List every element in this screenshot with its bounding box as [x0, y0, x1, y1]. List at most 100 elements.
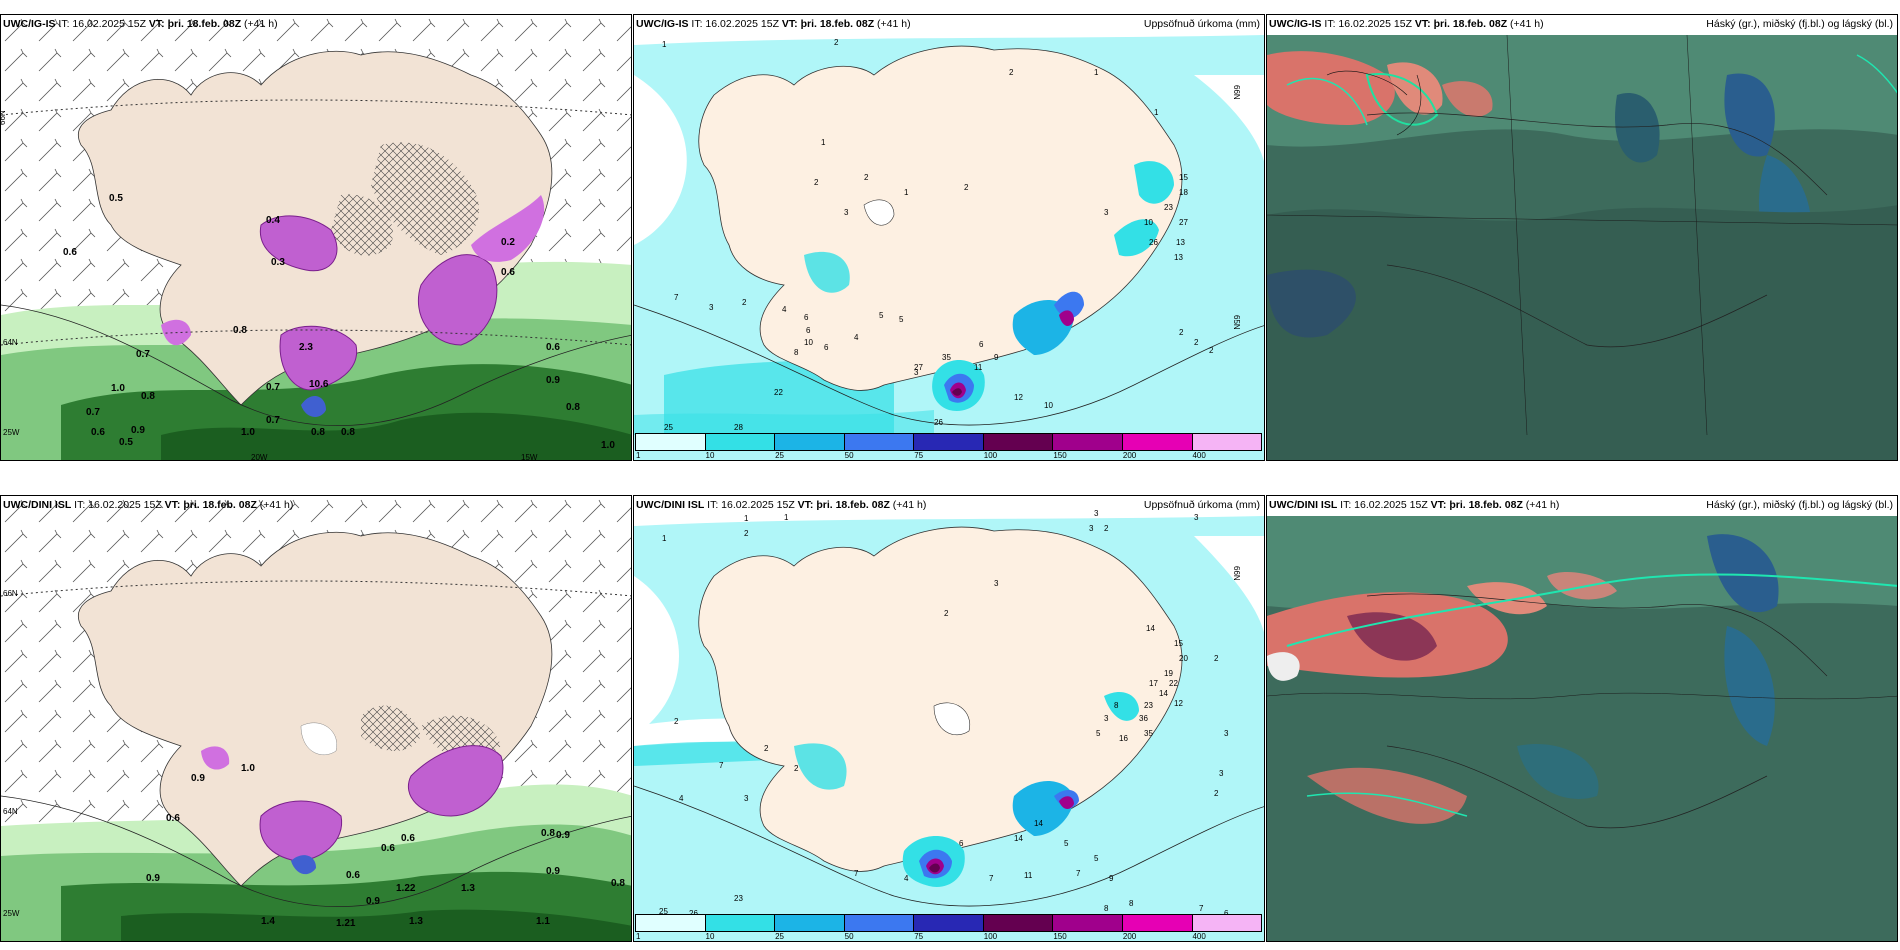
svg-text:1.1: 1.1: [536, 916, 550, 927]
svg-text:19: 19: [1164, 669, 1173, 678]
panel-field-title: Uppsöfnuð úrkoma (mm): [1143, 18, 1260, 30]
lat-label: 66N: [1, 110, 7, 125]
colorbar-swatch: [843, 914, 915, 932]
colorbar-swatch: [774, 433, 845, 451]
svg-text:7: 7: [989, 874, 994, 883]
svg-text:8: 8: [1114, 701, 1119, 710]
value-label: 0.8: [566, 402, 580, 413]
svg-text:1: 1: [1154, 108, 1159, 117]
svg-text:2: 2: [834, 38, 839, 47]
svg-text:0.8: 0.8: [541, 828, 555, 839]
svg-text:2: 2: [814, 178, 819, 187]
panel-dini-clouds: UWC/DINI ISL IT: 16.02.2025 15Z VT: þri.…: [1266, 495, 1898, 942]
value-label: 0.8: [233, 325, 247, 336]
svg-text:14: 14: [1014, 834, 1023, 843]
svg-text:5: 5: [1094, 854, 1099, 863]
lat-label: 66N: [1232, 566, 1241, 581]
colorbar-tick-label: 10: [705, 932, 715, 941]
lon-label: 25W: [3, 428, 20, 437]
svg-text:7: 7: [854, 869, 859, 878]
colorbar-tick-label: 150: [1053, 451, 1067, 460]
value-label: 0.8: [141, 391, 155, 402]
lat-label: 66N: [1232, 85, 1241, 100]
value-label: 0.5: [119, 437, 133, 448]
svg-text:35: 35: [1144, 729, 1153, 738]
svg-text:12: 12: [1014, 393, 1023, 402]
svg-text:26: 26: [1149, 238, 1158, 247]
svg-text:3: 3: [1194, 513, 1199, 522]
svg-text:5: 5: [1096, 729, 1101, 738]
colorbar-swatch: [1052, 433, 1123, 451]
svg-text:25: 25: [664, 423, 673, 432]
svg-text:27: 27: [1179, 218, 1188, 227]
svg-text:9: 9: [1109, 874, 1114, 883]
colorbar-tick-label: 25: [775, 451, 785, 460]
value-label: 0.4: [266, 215, 280, 226]
colorbar-tick-label: 1: [636, 932, 641, 941]
svg-text:1: 1: [662, 534, 667, 543]
svg-text:2: 2: [1209, 346, 1214, 355]
svg-text:17: 17: [1149, 679, 1158, 688]
value-label: 0.7: [266, 415, 280, 426]
svg-text:25: 25: [659, 907, 668, 916]
svg-text:3: 3: [1104, 208, 1109, 217]
lat-label: 65N: [1232, 315, 1241, 330]
svg-text:3: 3: [1089, 524, 1094, 533]
svg-text:23: 23: [734, 894, 743, 903]
svg-text:3: 3: [1104, 714, 1109, 723]
colorbar-swatch: [1121, 914, 1193, 932]
map-wind-precip: 66N 64N 20W 15W 25W 0.5 0.6 0.7 0.8 1.0 …: [1, 15, 631, 461]
value-label: 0.7: [266, 382, 280, 393]
svg-text:2: 2: [1179, 328, 1184, 337]
svg-text:1.22: 1.22: [396, 883, 416, 894]
svg-text:0.6: 0.6: [166, 813, 180, 824]
colorbar-swatch: [1121, 433, 1193, 451]
svg-text:5: 5: [879, 311, 884, 320]
panel-igis-accum-precip: UWC/IG-IS IT: 16.02.2025 15Z VT: þri. 18…: [633, 14, 1265, 461]
panel-header: UWC/IG-IS IT: 16.02.2025 15Z VT: þri. 18…: [3, 18, 278, 30]
lat-label: 64N: [3, 807, 18, 816]
panel-header: UWC/DINI ISL IT: 16.02.2025 15Z VT: þri.…: [1269, 499, 1893, 511]
value-label: 1.0: [601, 440, 615, 451]
svg-text:0.6: 0.6: [381, 843, 395, 854]
svg-text:7: 7: [1076, 869, 1081, 878]
panel-field-title: Háský (gr.), miðský (fj.bl.) og lágský (…: [1706, 18, 1893, 30]
svg-text:1.3: 1.3: [409, 916, 423, 927]
svg-text:6: 6: [959, 839, 964, 848]
svg-text:20: 20: [1179, 654, 1188, 663]
svg-text:26: 26: [934, 418, 943, 427]
svg-text:2: 2: [1194, 338, 1199, 347]
value-label: 10.6: [309, 379, 329, 390]
colorbar-tick-label: 200: [1122, 932, 1137, 941]
panel-dini-accum-precip: UWC/DINI ISL IT: 16.02.2025 15Z VT: þri.…: [633, 495, 1265, 942]
svg-text:4: 4: [782, 305, 787, 314]
panel-header: UWC/DINI ISL IT: 16.02.2025 15Z VT: þri.…: [636, 499, 1260, 511]
svg-text:3: 3: [744, 794, 749, 803]
svg-text:1: 1: [904, 188, 909, 197]
value-label: 0.9: [546, 375, 560, 386]
svg-text:1: 1: [1094, 68, 1099, 77]
svg-text:10: 10: [1144, 218, 1153, 227]
svg-text:1.21: 1.21: [336, 918, 356, 929]
svg-text:23: 23: [1164, 203, 1173, 212]
colorbar-tick-label: 400: [1192, 451, 1206, 460]
svg-text:1.0: 1.0: [241, 763, 255, 774]
value-label: 1.0: [241, 427, 255, 438]
wind-precip-values: 1.0 0.9 0.6 0.9 0.8 0.6 0.6 0.8 0.9 1.3 …: [146, 763, 625, 929]
colorbar-swatch: [704, 433, 776, 451]
lon-label: 15W: [521, 453, 538, 461]
svg-text:4: 4: [904, 874, 909, 883]
colorbar-swatch: [774, 914, 845, 932]
svg-text:14: 14: [1034, 819, 1043, 828]
svg-text:3: 3: [844, 208, 849, 217]
map-accum-precip: 66N 1 2 1 1 3 3 2 3 2 3 14 15 20 19 17 2…: [634, 496, 1264, 941]
colorbar-tick-label: 400: [1192, 932, 1206, 941]
colorbar-tick-label: 1: [636, 451, 641, 460]
value-label: 0.5: [109, 193, 123, 204]
svg-text:9: 9: [994, 353, 999, 362]
svg-text:8: 8: [1129, 899, 1134, 908]
panel-igis-clouds: UWC/IG-IS IT: 16.02.2025 15Z VT: þri. 18…: [1266, 14, 1898, 461]
value-label: 0.6: [91, 427, 105, 438]
svg-text:2: 2: [674, 717, 679, 726]
svg-text:13: 13: [1174, 253, 1183, 262]
